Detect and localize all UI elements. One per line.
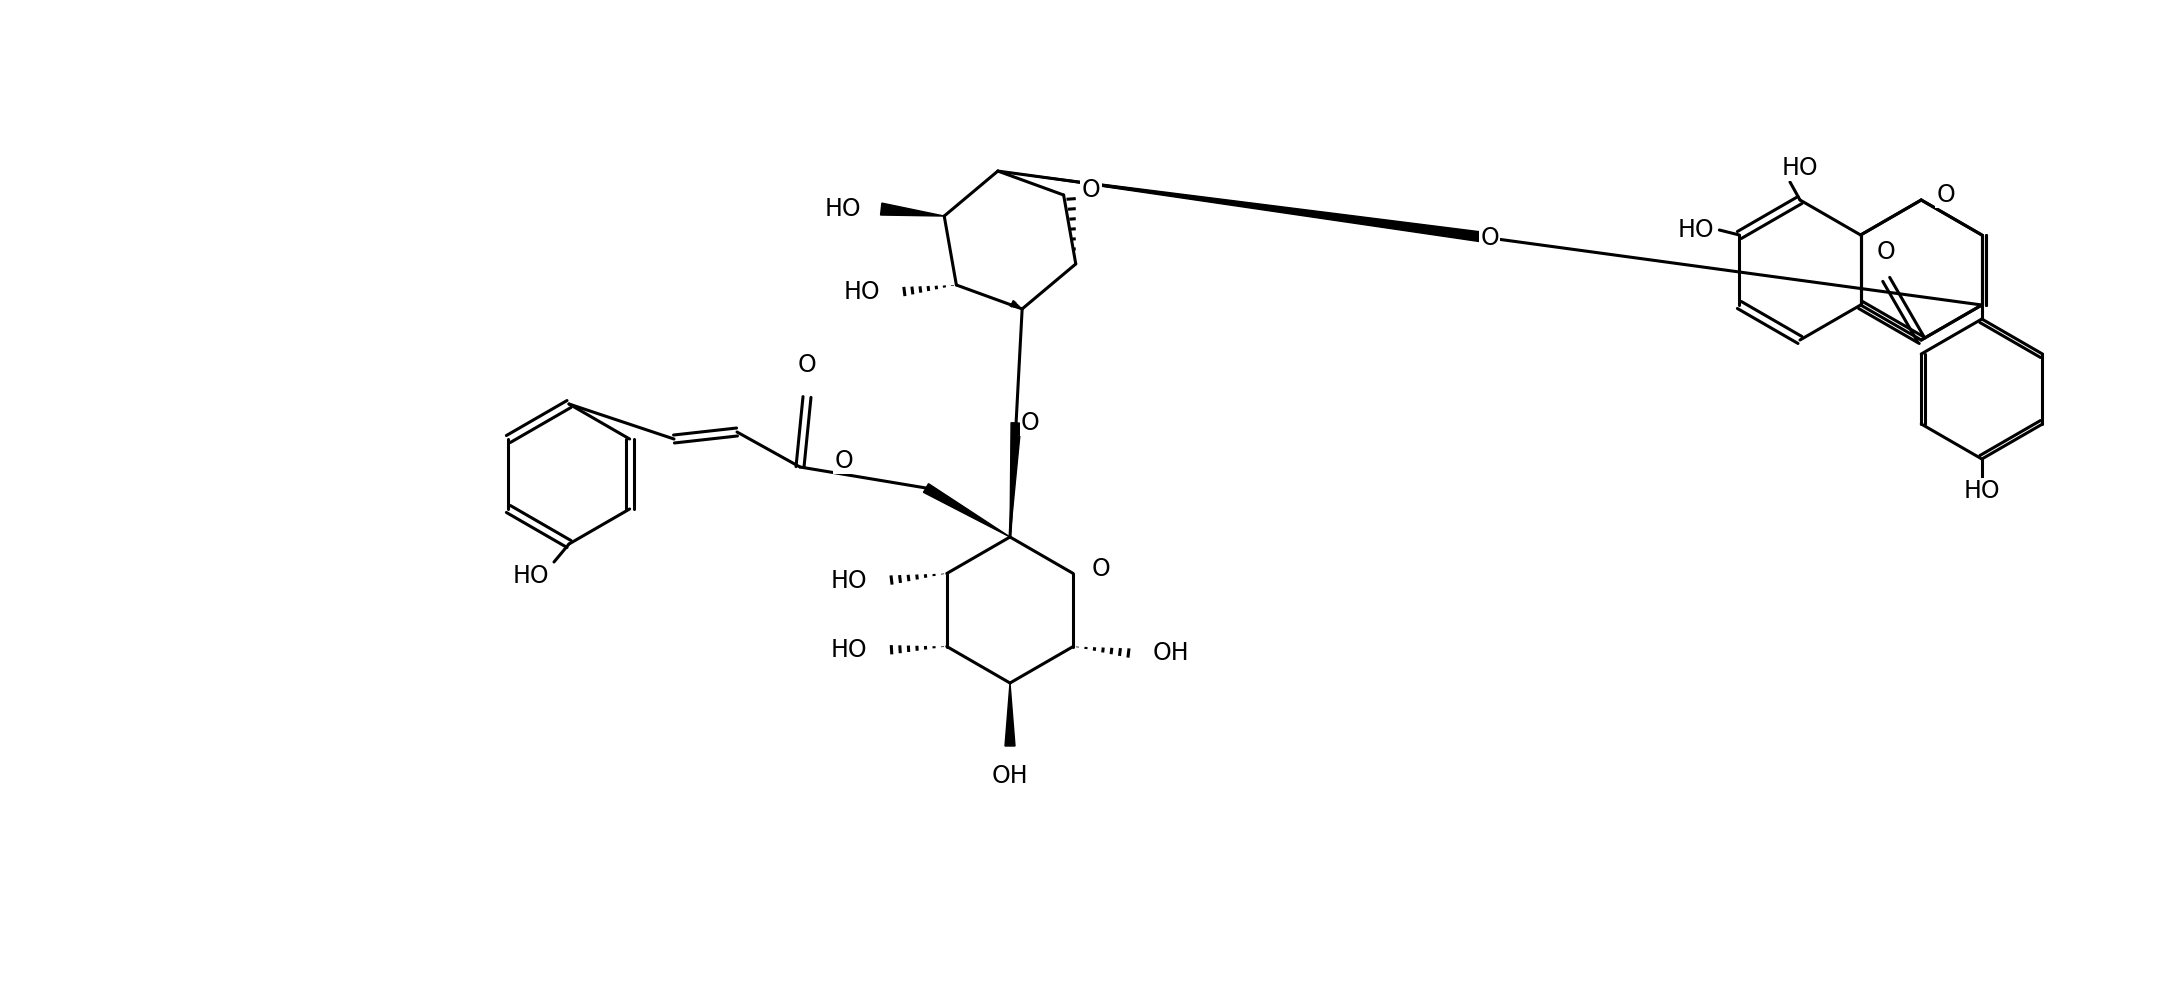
Text: O: O bbox=[1092, 556, 1109, 580]
Text: HO: HO bbox=[845, 280, 879, 304]
Text: HO: HO bbox=[1679, 218, 1713, 242]
Polygon shape bbox=[1009, 423, 1020, 537]
Text: OH: OH bbox=[1152, 642, 1189, 665]
Text: HO: HO bbox=[825, 197, 862, 221]
Text: O: O bbox=[834, 448, 853, 472]
Text: HO: HO bbox=[1965, 479, 1999, 503]
Text: O: O bbox=[1081, 178, 1100, 202]
Polygon shape bbox=[923, 484, 1009, 537]
Polygon shape bbox=[882, 203, 944, 216]
Text: OH: OH bbox=[992, 764, 1029, 788]
Text: HO: HO bbox=[513, 564, 548, 588]
Text: O: O bbox=[1936, 183, 1956, 207]
Text: O: O bbox=[1482, 226, 1499, 250]
Text: O: O bbox=[797, 353, 817, 377]
Text: HO: HO bbox=[1783, 156, 1817, 180]
Text: O: O bbox=[1020, 411, 1040, 435]
Polygon shape bbox=[1005, 683, 1016, 746]
Text: HO: HO bbox=[830, 568, 866, 592]
Polygon shape bbox=[999, 171, 1490, 243]
Text: HO: HO bbox=[830, 638, 866, 662]
Text: O: O bbox=[1878, 241, 1895, 264]
